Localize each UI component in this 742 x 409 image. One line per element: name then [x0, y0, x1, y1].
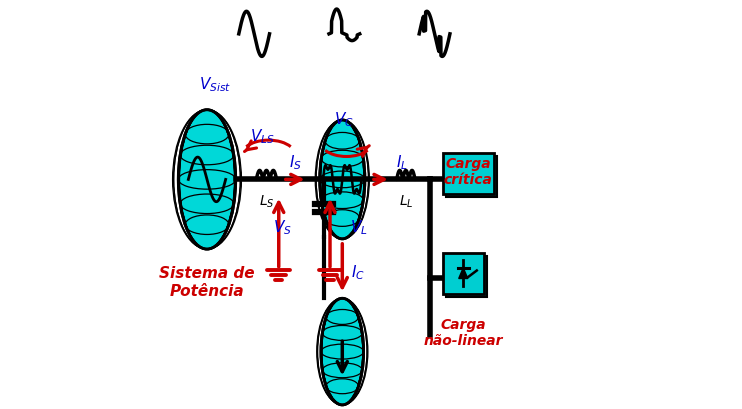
Text: Carga
crítica: Carga crítica: [444, 157, 493, 187]
Text: $L_S$: $L_S$: [259, 193, 275, 209]
Text: $I_S$: $I_S$: [289, 153, 302, 172]
Text: $V_S$: $V_S$: [272, 218, 292, 236]
Text: $I_C$: $I_C$: [351, 263, 365, 281]
Text: $V_{LS}$: $V_{LS}$: [250, 126, 275, 145]
Ellipse shape: [321, 299, 364, 405]
FancyBboxPatch shape: [443, 153, 494, 194]
Text: $V_L$: $V_L$: [350, 218, 368, 236]
Text: $L_L$: $L_L$: [398, 193, 413, 209]
Text: Carga
não-linear: Carga não-linear: [424, 317, 503, 347]
Text: $I_L$: $I_L$: [395, 153, 407, 172]
FancyBboxPatch shape: [443, 254, 484, 294]
Polygon shape: [459, 268, 467, 279]
Ellipse shape: [178, 110, 236, 249]
Text: $V_C$: $V_C$: [335, 110, 354, 129]
Text: $V_{Sist}$: $V_{Sist}$: [199, 75, 231, 94]
FancyBboxPatch shape: [446, 256, 487, 297]
Text: Sistema de
Potência: Sistema de Potência: [160, 266, 255, 298]
FancyBboxPatch shape: [446, 156, 497, 197]
Ellipse shape: [320, 121, 365, 239]
